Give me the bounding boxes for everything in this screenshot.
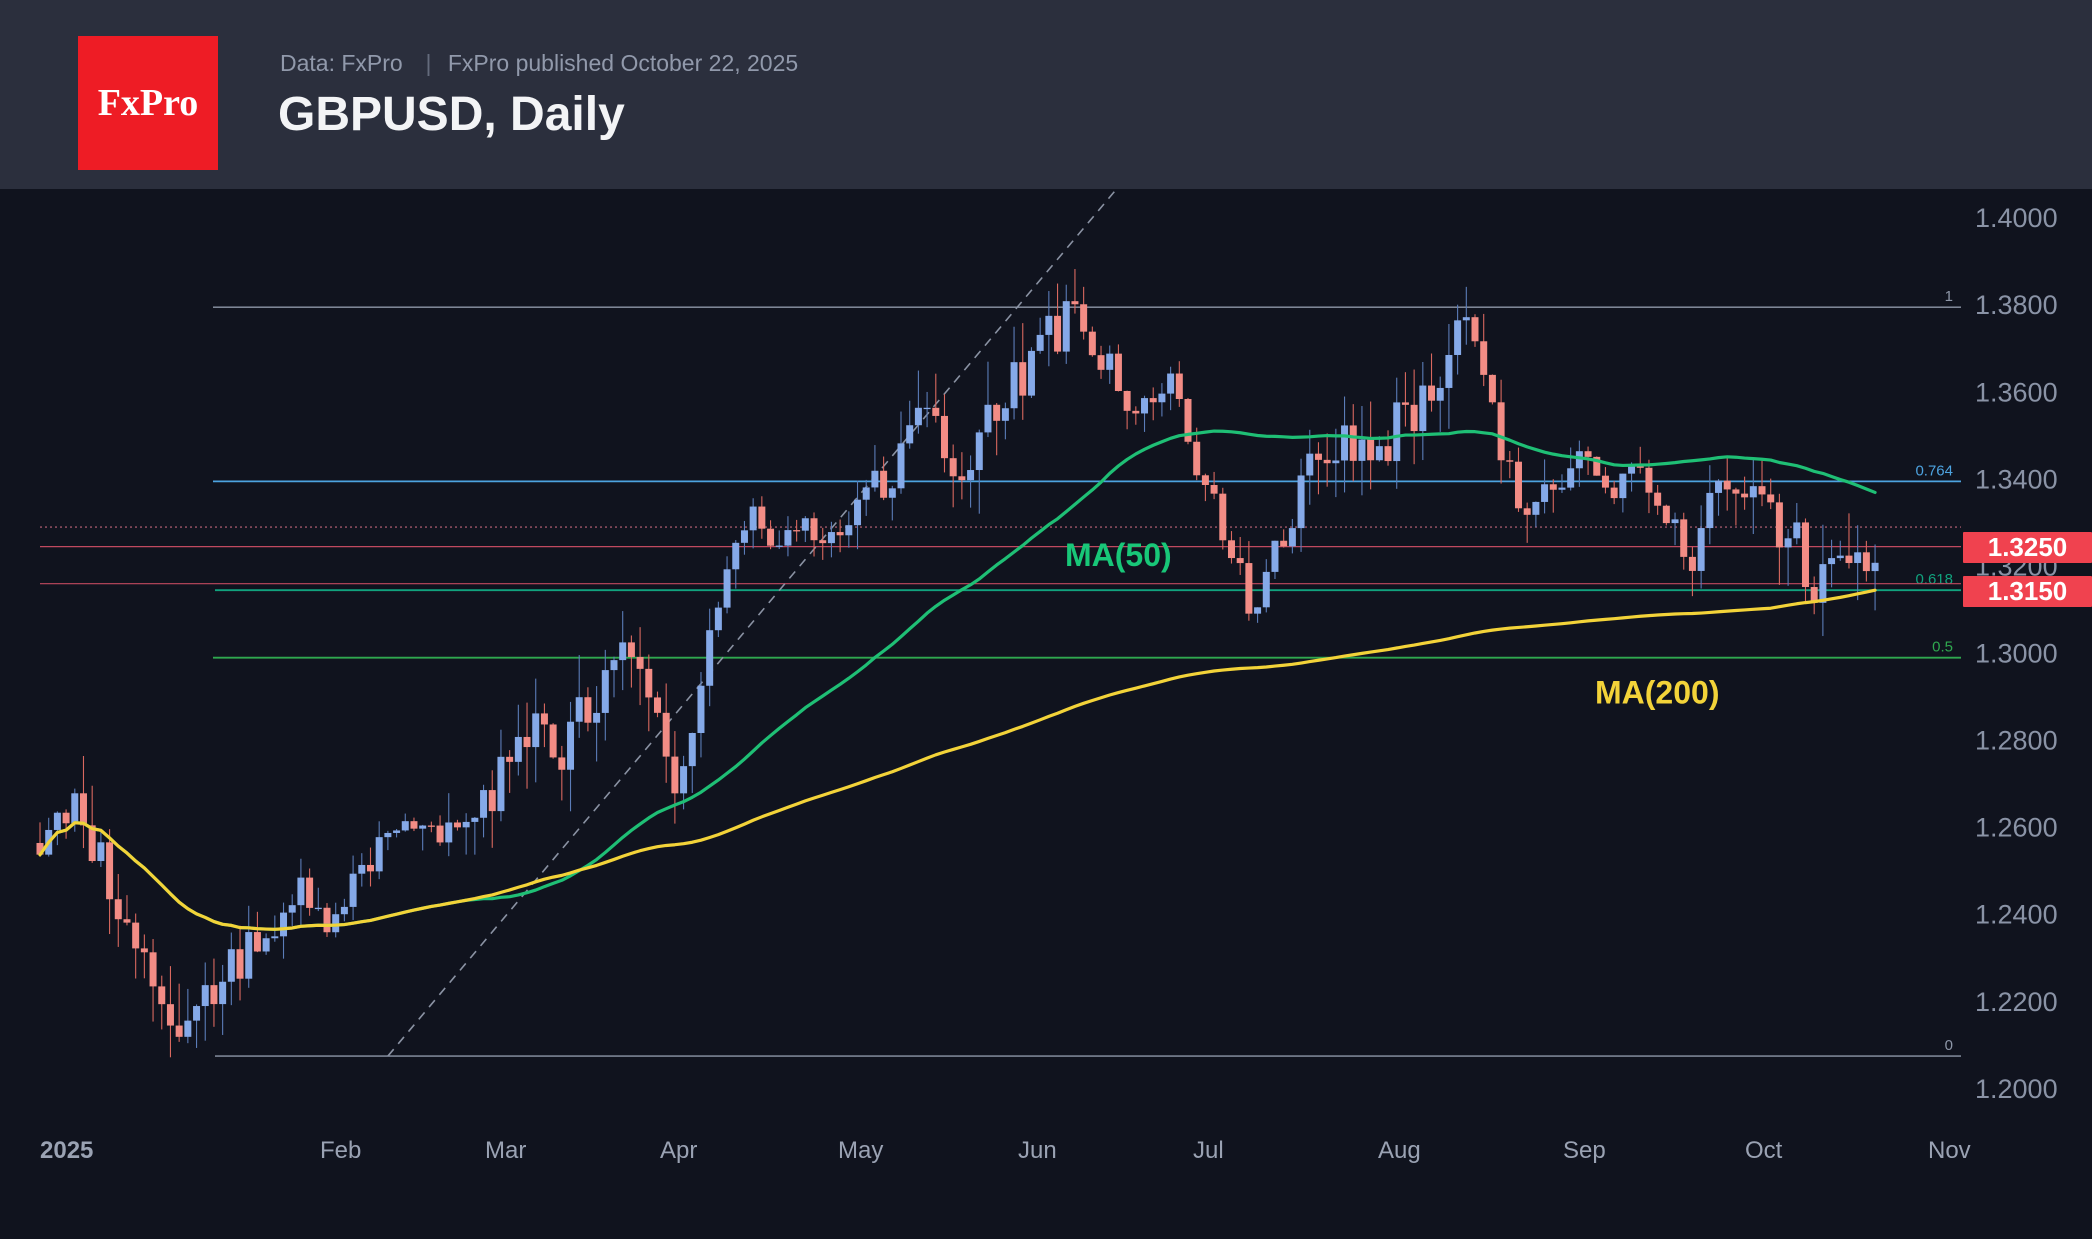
svg-text:Apr: Apr — [660, 1137, 697, 1164]
svg-text:1.3000: 1.3000 — [1975, 639, 2058, 669]
svg-text:2025: 2025 — [40, 1137, 93, 1164]
svg-text:0.618: 0.618 — [1915, 571, 1953, 588]
svg-text:MA(200): MA(200) — [1595, 674, 1719, 710]
svg-text:0.764: 0.764 — [1915, 462, 1953, 479]
svg-text:1.2200: 1.2200 — [1975, 987, 2058, 1017]
svg-text:Nov: Nov — [1928, 1137, 1971, 1164]
svg-text:0.5: 0.5 — [1932, 639, 1953, 656]
svg-text:Sep: Sep — [1563, 1137, 1606, 1164]
svg-text:May: May — [838, 1137, 883, 1164]
svg-text:0: 0 — [1945, 1037, 1953, 1054]
svg-text:1.4000: 1.4000 — [1975, 203, 2058, 233]
svg-text:Jun: Jun — [1018, 1137, 1057, 1164]
svg-text:Aug: Aug — [1378, 1137, 1421, 1164]
svg-text:1: 1 — [1945, 288, 1953, 305]
svg-text:1.2400: 1.2400 — [1975, 900, 2058, 930]
svg-text:Feb: Feb — [320, 1137, 361, 1164]
svg-text:Oct: Oct — [1745, 1137, 1783, 1164]
svg-text:1.3600: 1.3600 — [1975, 377, 2058, 407]
svg-text:1.3400: 1.3400 — [1975, 464, 2058, 494]
svg-text:1.3800: 1.3800 — [1975, 290, 2058, 320]
svg-text:Mar: Mar — [485, 1137, 526, 1164]
svg-text:1.2800: 1.2800 — [1975, 726, 2058, 756]
svg-text:1.2600: 1.2600 — [1975, 813, 2058, 843]
svg-text:1.2000: 1.2000 — [1975, 1074, 2058, 1104]
svg-text:MA(50): MA(50) — [1065, 537, 1172, 573]
svg-text:Jul: Jul — [1193, 1137, 1224, 1164]
